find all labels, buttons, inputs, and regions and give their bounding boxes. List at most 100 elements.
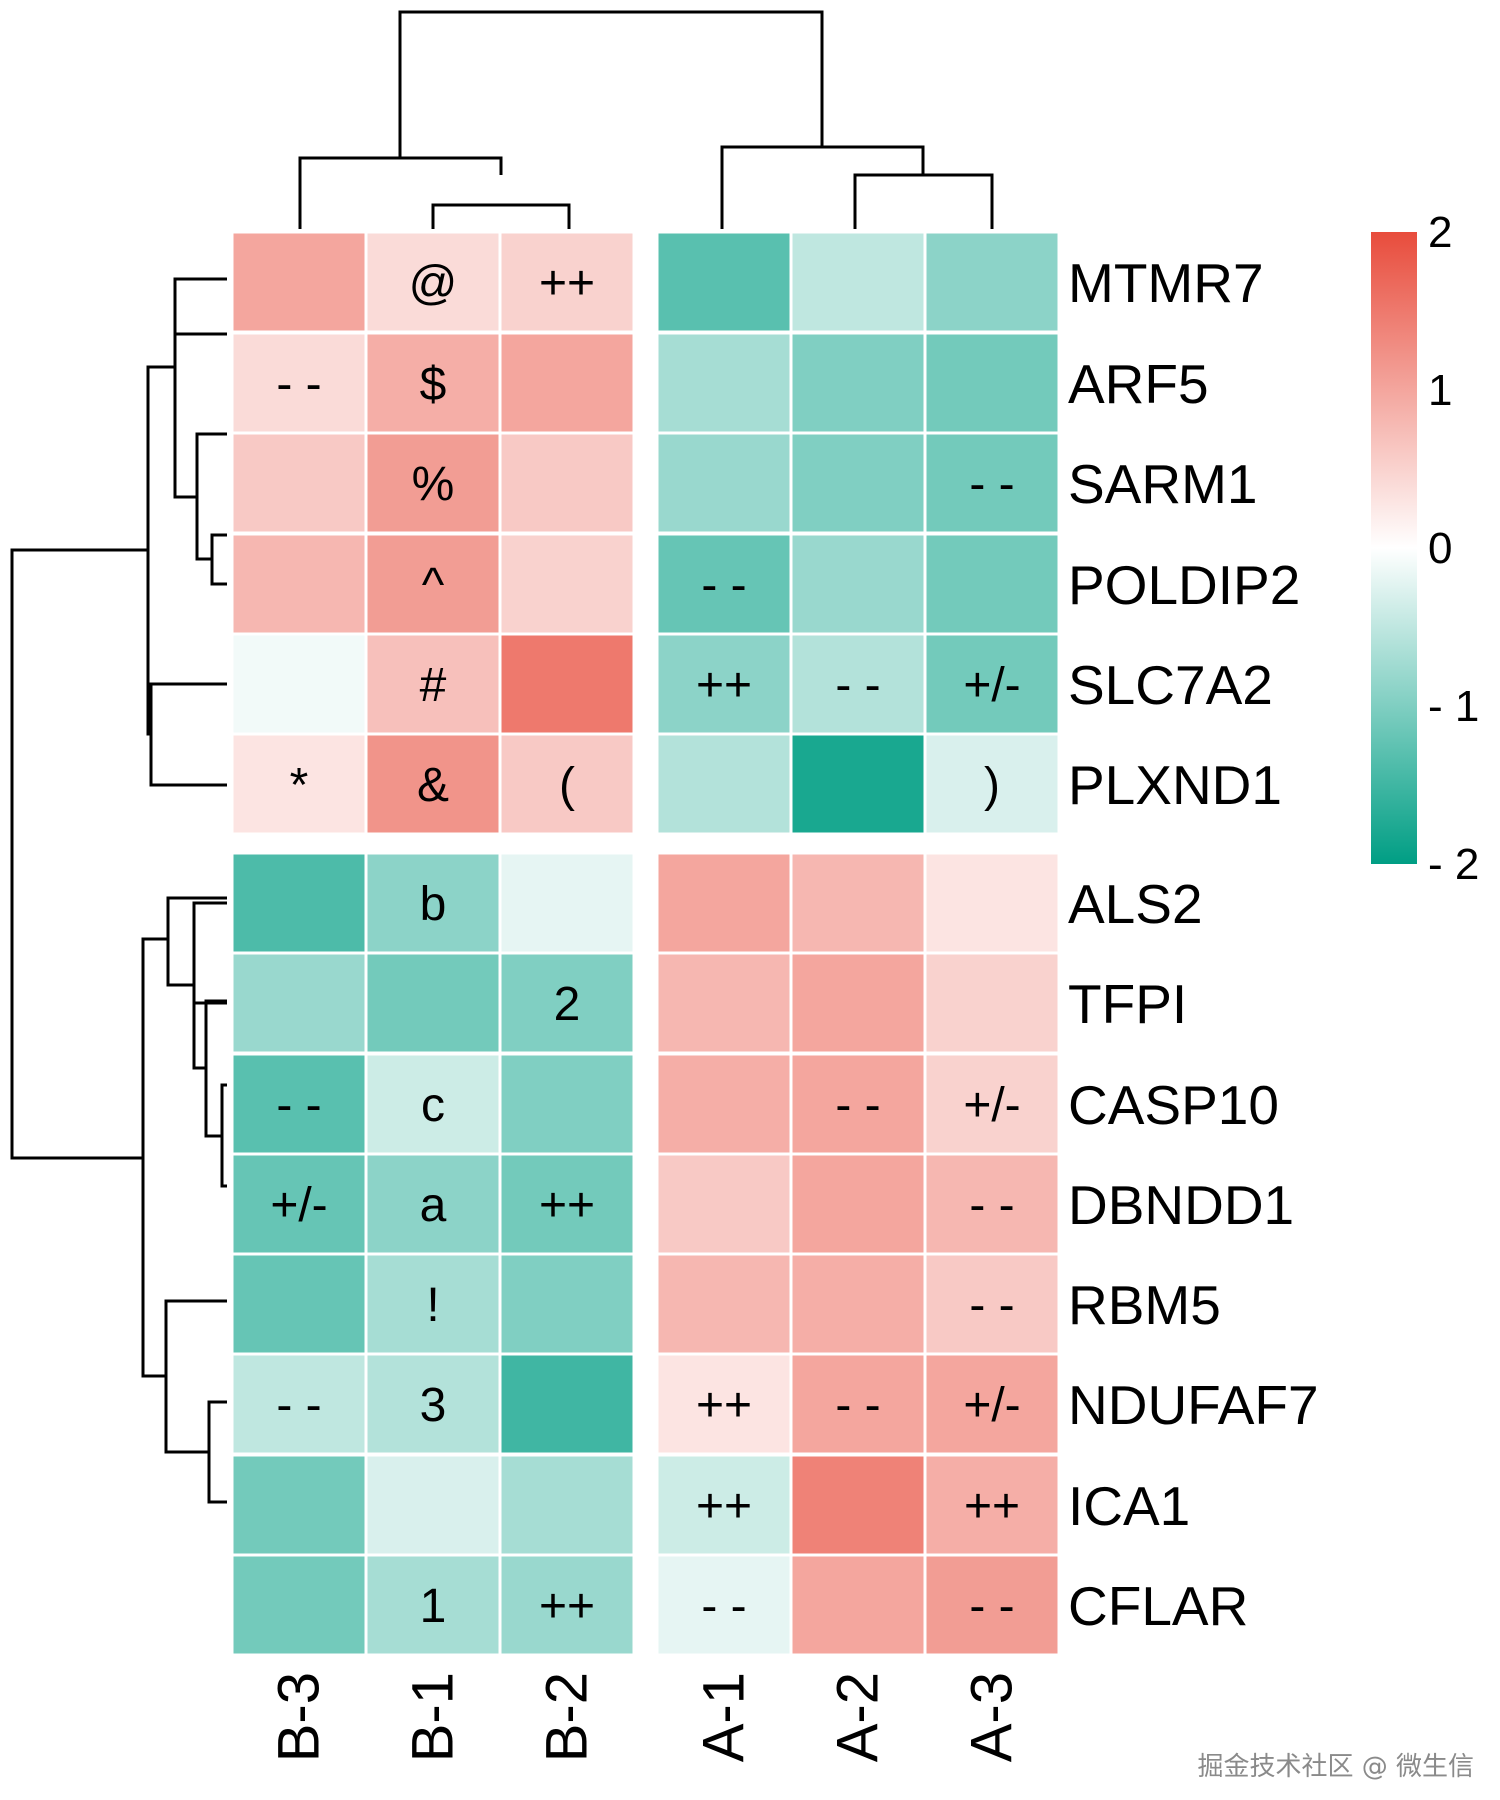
- cell-annotation: 2: [554, 978, 581, 1031]
- heatmap-cell: [230, 732, 368, 836]
- row-label: MTMR7: [1068, 252, 1264, 314]
- cell-annotation: - -: [835, 659, 880, 712]
- cell-annotation: ++: [696, 1379, 752, 1432]
- heatmap-cell: [789, 732, 927, 836]
- cell-annotation: - -: [969, 1279, 1014, 1332]
- column-label: B-3: [267, 1672, 332, 1762]
- heatmap-cell: [230, 1453, 368, 1557]
- heatmap-cell: [230, 851, 368, 955]
- heatmap-cell: [655, 230, 793, 334]
- heatmap-cell: [923, 1553, 1061, 1657]
- heatmap-cell: [498, 1352, 636, 1456]
- column-label: B-1: [401, 1672, 466, 1762]
- cell-annotation: +/-: [270, 1179, 327, 1232]
- cell-annotation: (: [559, 759, 575, 812]
- heatmap-cell: [230, 1553, 368, 1657]
- row-label: ALS2: [1068, 873, 1203, 935]
- heatmap-cell: [364, 1252, 502, 1356]
- heatmap-cell: [364, 1553, 502, 1657]
- cell-annotation: - -: [701, 559, 746, 612]
- heatmap-cell: [655, 431, 793, 535]
- heatmap-cells: @ ++ - - $% - - ^ - - # ++ - - +/- * & () b 2 - - c - - +/-…: [230, 230, 1061, 1657]
- heatmap-cell: [364, 732, 502, 836]
- cell-annotation: ++: [539, 1580, 595, 1633]
- cell-annotation: - -: [276, 358, 321, 411]
- heatmap-cell: [498, 1052, 636, 1156]
- legend-tick-label: - 2: [1428, 840, 1479, 889]
- heatmap-cell: [655, 1352, 793, 1456]
- cell-annotation: - -: [969, 1179, 1014, 1232]
- cell-annotation: %: [412, 458, 455, 511]
- legend-tick-label: 0: [1428, 524, 1452, 573]
- heatmap-cell: [923, 1252, 1061, 1356]
- heatmap-cell: [364, 851, 502, 955]
- cell-annotation: &: [417, 759, 449, 812]
- cell-annotation: @: [409, 257, 458, 310]
- column-label: B-2: [535, 1672, 600, 1762]
- cell-annotation: !: [426, 1279, 439, 1332]
- heatmap-cell: [655, 1252, 793, 1356]
- row-label: TFPI: [1068, 973, 1187, 1035]
- row-label: SARM1: [1068, 453, 1258, 515]
- heatmap-cell: [230, 230, 368, 334]
- heatmap-cell: [230, 1352, 368, 1456]
- cell-annotation: a: [420, 1179, 447, 1232]
- heatmap-cell: [923, 230, 1061, 334]
- heatmap-cell: [230, 431, 368, 535]
- column-labels: B-3 B-1 B-2 A-1 A-2 A-3: [267, 1672, 1025, 1762]
- heatmap-cell: [789, 1453, 927, 1557]
- heatmap-cell: [923, 632, 1061, 736]
- watermark: 掘金技术社区 @ 微生信: [1197, 1752, 1474, 1782]
- heatmap-cell: [923, 331, 1061, 435]
- heatmap-cell: [498, 1553, 636, 1657]
- cell-annotation: 3: [420, 1379, 447, 1432]
- heatmap-cell: [364, 1052, 502, 1156]
- cell-annotation: $: [420, 358, 447, 411]
- heatmap-cell: [655, 331, 793, 435]
- heatmap-cell: [498, 532, 636, 636]
- legend-tick-label: 1: [1428, 366, 1452, 415]
- cell-annotation: *: [290, 759, 309, 812]
- heatmap-cell: [789, 1553, 927, 1657]
- cell-annotation: +/-: [963, 1379, 1020, 1432]
- cell-annotation: ++: [964, 1480, 1020, 1533]
- legend-ticks: 2 1 0 - 1 - 2: [1428, 208, 1479, 889]
- heatmap-cell: [655, 632, 793, 736]
- legend-colorbar: [1371, 232, 1417, 864]
- heatmap-cell: [655, 1052, 793, 1156]
- cell-annotation: - -: [701, 1580, 746, 1633]
- row-label: PLXND1: [1068, 754, 1282, 816]
- heatmap-cell: [923, 851, 1061, 955]
- cell-annotation: ++: [696, 659, 752, 712]
- heatmap-cell: [655, 951, 793, 1055]
- cell-annotation: ^: [422, 559, 445, 612]
- color-legend: 2 1 0 - 1 - 2: [1371, 208, 1479, 889]
- row-label: DBNDD1: [1068, 1174, 1294, 1236]
- cell-annotation: 1: [420, 1580, 447, 1633]
- cell-annotation: c: [421, 1079, 445, 1132]
- cell-annotation: - -: [969, 458, 1014, 511]
- row-label: RBM5: [1068, 1274, 1221, 1336]
- heatmap-cell: [230, 632, 368, 736]
- heatmap-cell: [789, 851, 927, 955]
- row-labels: MTMR7 ARF5 SARM1 POLDIP2 SLC7A2 PLXND1 ALS2 TFP…: [1068, 252, 1319, 1637]
- heatmap-cell: [923, 532, 1061, 636]
- cell-annotation: b: [420, 878, 447, 931]
- heatmap-cell: [230, 1152, 368, 1256]
- row-label: CFLAR: [1068, 1575, 1248, 1637]
- heatmap-cell: [655, 851, 793, 955]
- row-label: NDUFAF7: [1068, 1374, 1319, 1436]
- column-dendrogram: [298, 10, 994, 229]
- heatmap-cell: [498, 951, 636, 1055]
- heatmap-cell: [789, 331, 927, 435]
- cell-annotation: ++: [539, 257, 595, 310]
- heatmap-cell: [498, 632, 636, 736]
- heatmap-cell: [789, 1052, 927, 1156]
- heatmap-cell: [655, 1152, 793, 1256]
- cell-annotation: - -: [276, 1079, 321, 1132]
- heatmap-cell: [364, 951, 502, 1055]
- cell-annotation: ): [984, 759, 1000, 812]
- heatmap-cell: [498, 1252, 636, 1356]
- heatmap-cell: [923, 1352, 1061, 1456]
- heatmap-cell: [789, 1252, 927, 1356]
